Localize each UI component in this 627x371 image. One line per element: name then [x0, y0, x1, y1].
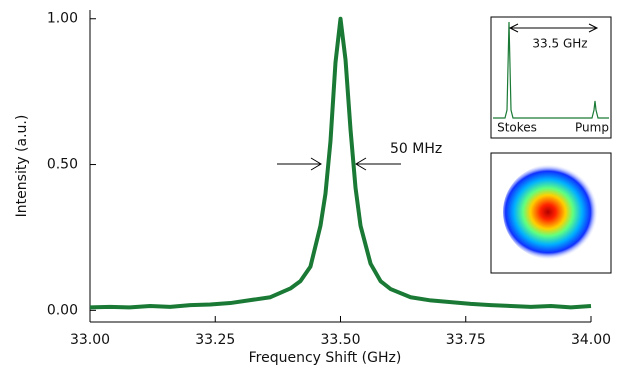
fwhm-arrows: [277, 158, 401, 170]
x-tick-label: 33.25: [195, 332, 235, 348]
x-tick-label: 33.75: [446, 332, 486, 348]
y-tick-label: 0.50: [47, 157, 78, 173]
annotation: 33.5 GHz: [532, 37, 587, 51]
y-tick-label: 0.00: [47, 302, 78, 318]
x-tick-label: 33.00: [70, 332, 110, 348]
x-tick-label: 33.50: [320, 332, 360, 348]
beam-profile: [503, 164, 603, 260]
chart: Frequency Shift (GHz) Intensity (a.u.) 5…: [0, 0, 627, 371]
y-axis-label: Intensity (a.u.): [14, 115, 30, 218]
x-tick-label: 34.00: [571, 332, 611, 348]
annotation: Pump: [575, 121, 609, 135]
annotation: 50 MHz: [390, 141, 442, 157]
y-tick-label: 1.00: [47, 11, 78, 27]
x-axis-label: Frequency Shift (GHz): [249, 350, 402, 366]
annotation: Stokes: [497, 121, 537, 135]
